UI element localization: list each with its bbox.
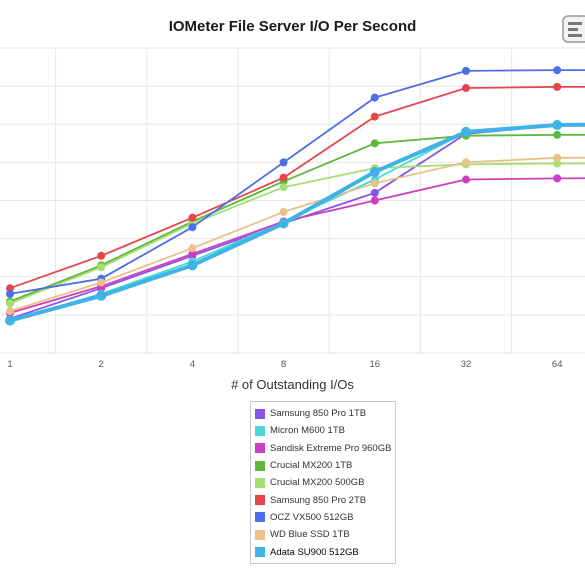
data-point (369, 166, 380, 177)
series-adata-su900-512gb (5, 120, 585, 326)
legend-label: Crucial MX200 1TB (270, 460, 353, 472)
data-point (97, 263, 106, 272)
data-point (279, 158, 288, 167)
legend-item[interactable]: Crucial MX200 500GB (255, 474, 391, 491)
legend-swatch (255, 529, 265, 540)
data-point (6, 289, 14, 298)
data-point (553, 66, 562, 75)
legend-label: Samsung 850 Pro 1TB (270, 408, 367, 420)
x-tick-label: 2 (99, 359, 104, 370)
data-point (279, 207, 288, 216)
legend-item[interactable]: Samsung 850 Pro 2TB (255, 491, 391, 508)
data-point (553, 130, 562, 139)
data-point (553, 159, 562, 168)
legend-label: Crucial MX200 500GB (270, 477, 365, 489)
legend-item[interactable]: Crucial MX200 1TB (255, 457, 391, 474)
x-tick-label: 8 (281, 359, 286, 370)
legend-item[interactable]: Micron M600 1TB (255, 422, 391, 439)
data-point (462, 84, 470, 93)
data-point (461, 126, 471, 137)
legend-swatch (255, 460, 265, 471)
series-line (9, 69, 585, 295)
data-point (5, 315, 15, 326)
grid (0, 47, 585, 354)
data-point (96, 290, 107, 301)
data-point (553, 82, 562, 91)
legend-swatch (255, 408, 265, 419)
series-crucial-mx200-500gb (6, 159, 585, 308)
data-point (279, 173, 288, 182)
legend-label: Samsung 850 Pro 2TB (270, 494, 367, 506)
x-tick-label: 4 (190, 359, 195, 370)
data-point (553, 153, 562, 162)
chart-title: IOMeter File Server I/O Per Second (168, 18, 417, 35)
legend-swatch (255, 425, 265, 436)
legend-item[interactable]: OCZ VX500 512GB (255, 509, 391, 526)
data-point (370, 196, 379, 205)
legend: Samsung 850 Pro 1TB Micron M600 1TB Sandis… (250, 401, 396, 564)
data-point (188, 244, 197, 253)
legend-label: Adata SU900 512GB (270, 546, 359, 558)
series-line (9, 122, 585, 323)
legend-item[interactable]: Adata SU900 512GB (255, 543, 391, 560)
series-ocz-vx500-512gb (6, 66, 585, 298)
legend-item[interactable]: WD Blue SSD 1TB (255, 526, 391, 543)
data-point (553, 174, 562, 183)
data-point (462, 175, 470, 184)
data-point (462, 66, 470, 75)
data-point (6, 284, 14, 293)
legend-swatch (255, 477, 265, 488)
legend-swatch (255, 495, 265, 506)
series-line (9, 86, 585, 290)
legend-label: OCZ VX500 512GB (270, 511, 354, 523)
x-tick-label: 16 (370, 359, 381, 370)
data-point (370, 188, 379, 197)
data-point (462, 158, 470, 167)
x-tick-label: 1 (7, 359, 12, 370)
data-point (370, 112, 379, 121)
series-line (9, 162, 585, 305)
data-point (97, 278, 106, 287)
legend-item[interactable]: Samsung 850 Pro 1TB (255, 405, 391, 422)
data-point (97, 251, 106, 260)
data-point (188, 249, 197, 258)
data-point (279, 183, 288, 192)
data-point (278, 218, 289, 229)
series-line (9, 177, 585, 314)
legend-swatch (255, 512, 265, 523)
logo-icon (562, 15, 585, 43)
plot-area: 1 2 4 8 16 32 64 (0, 47, 585, 370)
x-tick-label: 64 (552, 359, 563, 370)
data-point (552, 120, 563, 131)
legend-item[interactable]: Sandisk Extreme Pro 960GB (255, 440, 391, 457)
legend-label: WD Blue SSD 1TB (270, 529, 350, 541)
series-samsung-850-pro-1tb (6, 121, 585, 323)
legend-label: Micron M600 1TB (270, 425, 345, 437)
legend-swatch (255, 547, 265, 558)
data-point (188, 213, 197, 222)
legend-label: Sandisk Extreme Pro 960GB (270, 442, 392, 454)
data-point (187, 260, 198, 271)
series-micron-m600-1tb (6, 120, 585, 325)
series-line (9, 133, 585, 303)
x-axis-label: # of Outstanding I/Os (231, 377, 354, 392)
data-point (188, 223, 197, 232)
x-tick-label: 32 (461, 359, 472, 370)
data-point (370, 139, 379, 148)
legend-swatch (255, 443, 265, 454)
data-point (6, 307, 14, 316)
series-samsung-850-pro-2tb (6, 82, 585, 293)
data-point (370, 179, 379, 188)
data-point (370, 93, 379, 102)
series-line (9, 124, 585, 320)
data-point (6, 299, 14, 308)
